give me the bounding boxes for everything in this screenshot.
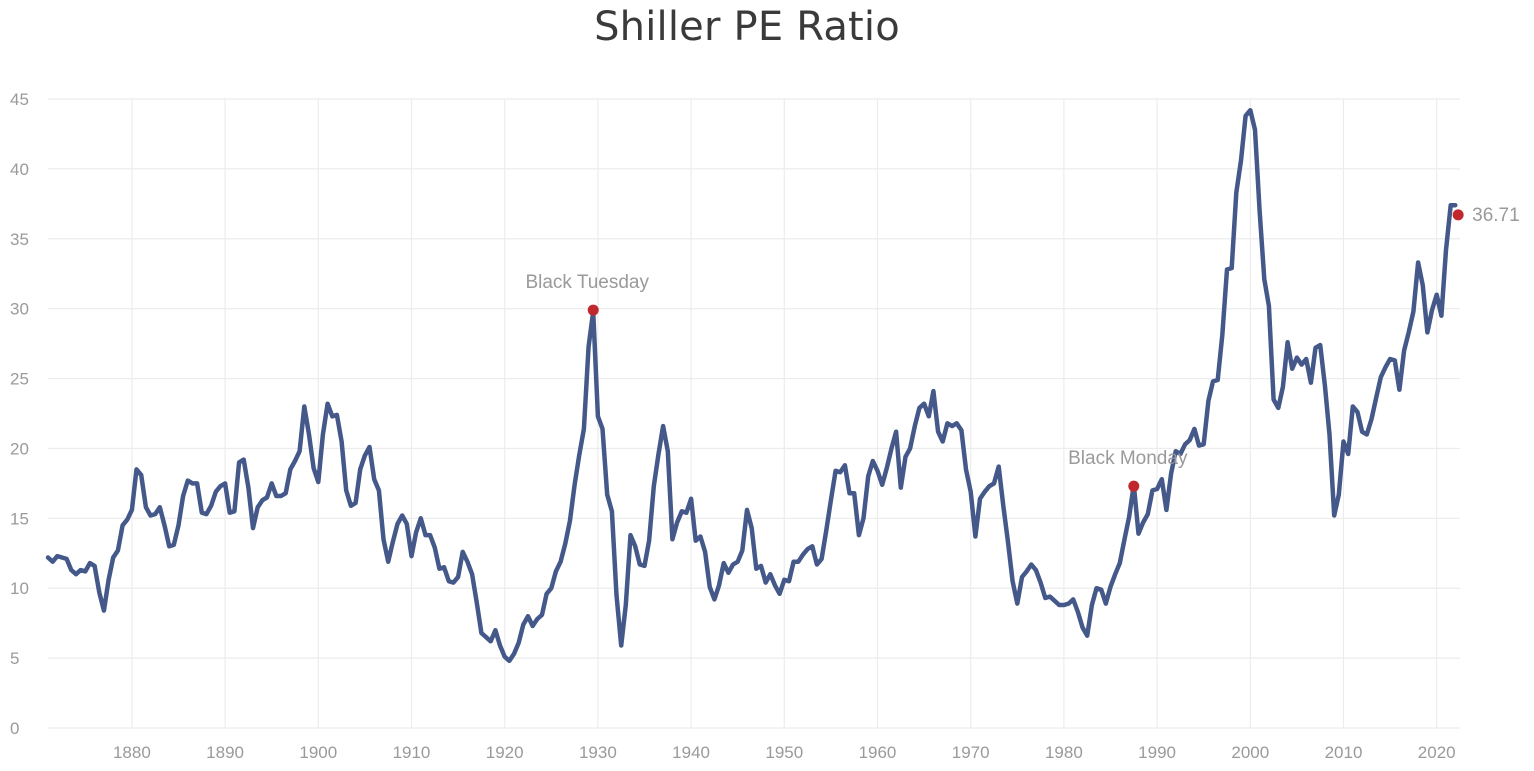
x-tick-label: 1890 — [206, 743, 244, 762]
x-tick-label: 1950 — [765, 743, 803, 762]
y-tick-label: 25 — [10, 370, 29, 389]
x-tick-label: 1940 — [672, 743, 710, 762]
x-tick-label: 2000 — [1231, 743, 1269, 762]
y-tick-label: 5 — [10, 649, 19, 668]
x-tick-label: 1930 — [579, 743, 617, 762]
x-tick-label: 2010 — [1325, 743, 1363, 762]
y-tick-label: 0 — [10, 719, 19, 738]
y-tick-label: 30 — [10, 300, 29, 319]
x-tick-label: 1920 — [486, 743, 524, 762]
x-tick-label: 2020 — [1418, 743, 1456, 762]
x-tick-label: 1990 — [1138, 743, 1176, 762]
chart-title: Shiller PE Ratio — [594, 4, 900, 50]
y-tick-label: 10 — [10, 579, 29, 598]
x-axis-ticks: 1880 1890 1900 1910 1920 1930 1940 1950 1960 1970… — [113, 743, 1456, 762]
annotation-point — [1128, 480, 1140, 492]
y-tick-label: 45 — [10, 90, 29, 109]
y-tick-label: 35 — [10, 230, 29, 249]
series-line-shiller-pe — [45, 107, 1458, 664]
x-tick-label: 1910 — [393, 743, 431, 762]
y-tick-label: 40 — [10, 160, 29, 179]
x-tick-label: 1980 — [1045, 743, 1083, 762]
x-tick-label: 1880 — [113, 743, 151, 762]
gridlines — [48, 98, 1460, 729]
x-tick-label: 1900 — [299, 743, 337, 762]
x-tick-label: 1970 — [952, 743, 990, 762]
latest-value-label: 36.71 — [1472, 205, 1520, 226]
y-axis-ticks: 0 5 10 15 20 25 30 35 40 45 — [10, 90, 29, 738]
y-tick-label: 20 — [10, 439, 29, 458]
annotation-label: Black Tuesday — [525, 272, 649, 293]
annotation-markers: Black Tuesday Black Monday 36.71 — [525, 205, 1520, 492]
latest-value-point — [1452, 209, 1464, 221]
annotation-point — [587, 304, 599, 316]
x-tick-label: 1960 — [859, 743, 897, 762]
y-tick-label: 15 — [10, 509, 29, 528]
annotation-label: Black Monday — [1068, 448, 1188, 469]
